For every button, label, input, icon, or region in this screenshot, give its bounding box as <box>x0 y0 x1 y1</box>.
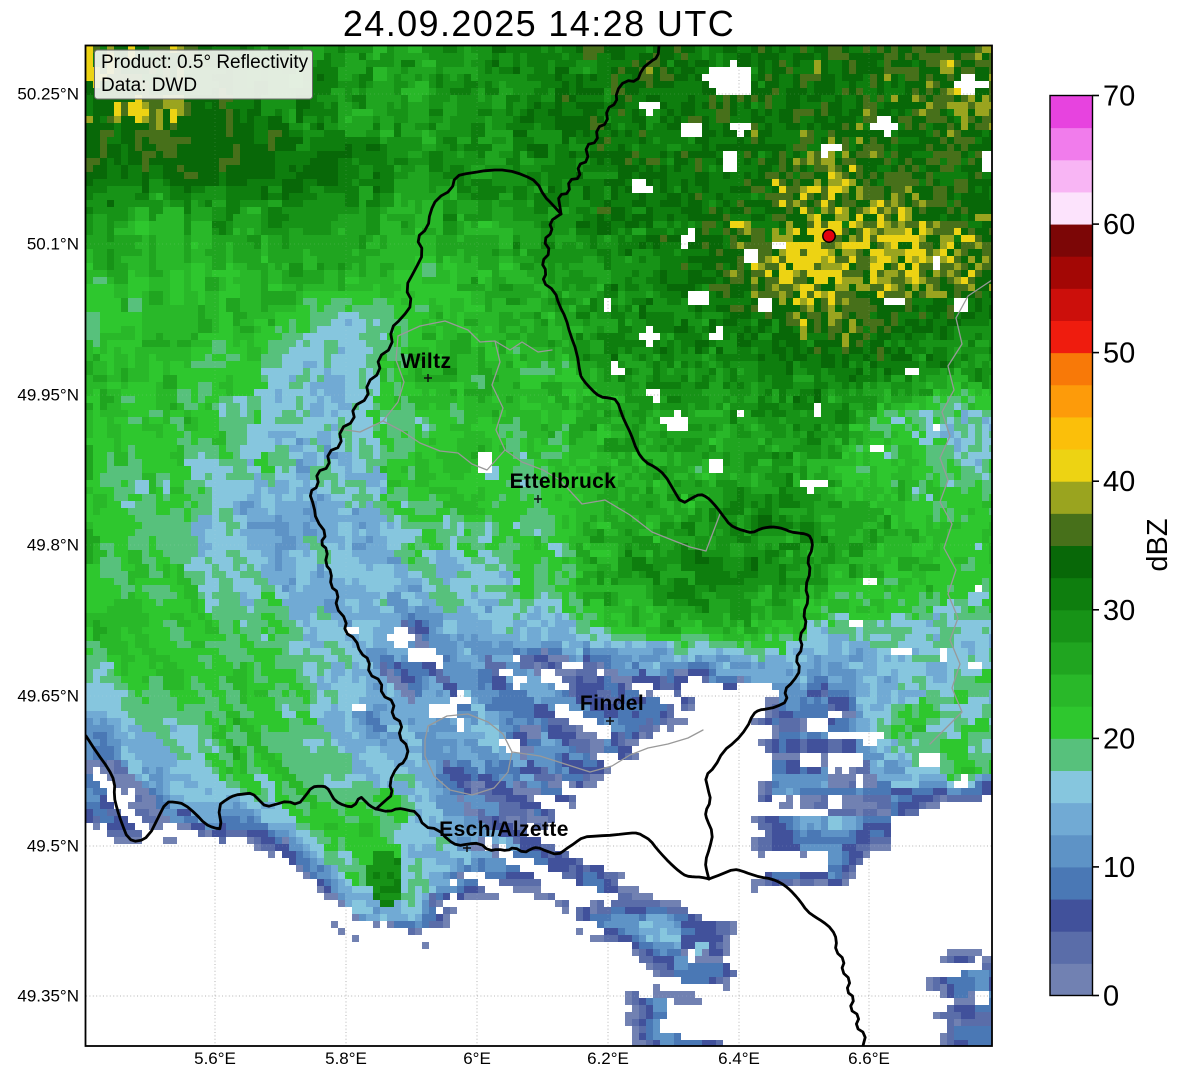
svg-text:20: 20 <box>1103 723 1135 755</box>
svg-text:50: 50 <box>1103 338 1135 370</box>
svg-text:Wiltz: Wiltz <box>401 350 452 373</box>
svg-text:dBZ: dBZ <box>1142 518 1174 571</box>
svg-text:30: 30 <box>1103 595 1135 627</box>
svg-text:50.25°N: 50.25°N <box>17 85 79 104</box>
svg-text:40: 40 <box>1103 466 1135 498</box>
svg-text:Ettelbruck: Ettelbruck <box>510 470 617 493</box>
svg-text:6.6°E: 6.6°E <box>848 1049 890 1068</box>
svg-text:49.65°N: 49.65°N <box>17 687 79 706</box>
svg-text:70: 70 <box>1103 81 1135 113</box>
svg-text:6°E: 6°E <box>463 1049 491 1068</box>
svg-text:60: 60 <box>1103 209 1135 241</box>
svg-text:0: 0 <box>1103 981 1119 1013</box>
svg-text:Product: 0.5° Reflectivity: Product: 0.5° Reflectivity <box>101 52 309 73</box>
svg-text:50.1°N: 50.1°N <box>27 235 79 254</box>
svg-text:24.09.2025 14:28 UTC: 24.09.2025 14:28 UTC <box>343 3 735 44</box>
svg-text:10: 10 <box>1103 852 1135 884</box>
svg-text:Data: DWD: Data: DWD <box>101 75 197 96</box>
svg-text:6.4°E: 6.4°E <box>718 1049 760 1068</box>
svg-text:49.8°N: 49.8°N <box>27 536 79 555</box>
svg-text:Esch/Alzette: Esch/Alzette <box>439 818 569 841</box>
svg-text:49.95°N: 49.95°N <box>17 386 79 405</box>
svg-text:5.6°E: 5.6°E <box>194 1049 236 1068</box>
svg-text:49.5°N: 49.5°N <box>27 837 79 856</box>
svg-text:6.2°E: 6.2°E <box>587 1049 629 1068</box>
svg-text:5.8°E: 5.8°E <box>325 1049 367 1068</box>
svg-text:Findel: Findel <box>580 692 644 715</box>
svg-text:49.35°N: 49.35°N <box>17 987 79 1006</box>
